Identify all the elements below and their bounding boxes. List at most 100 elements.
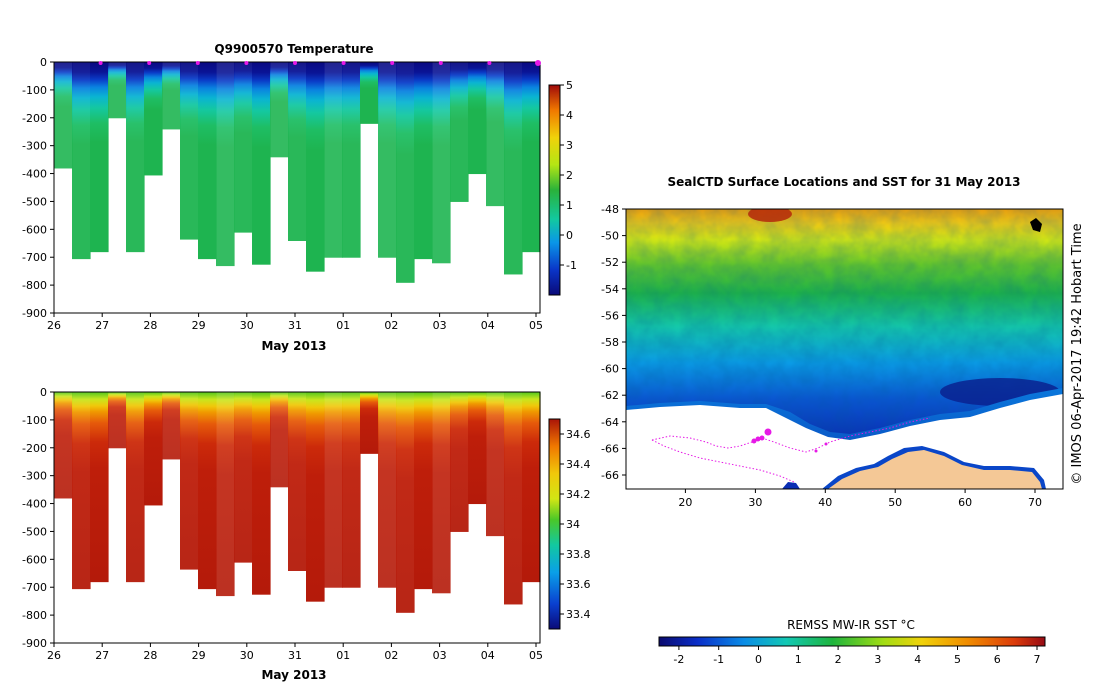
temperature-profile	[306, 62, 325, 272]
sst-field	[626, 209, 1063, 489]
salinity-profile	[270, 392, 289, 488]
temperature-profiles	[54, 62, 541, 283]
map-title: SealCTD Surface Locations and SST for 31…	[667, 175, 1020, 189]
temperature-profile	[522, 62, 541, 253]
map-lat-tick-label: -54	[601, 283, 619, 296]
salinity-panel: 0 -100 -200 -300 -400 -500 -600 -700 -800 -900 26…	[22, 386, 590, 682]
map-lat-tick-label: -52	[601, 256, 619, 269]
temperature-colorbar-tick-label: 3	[566, 139, 573, 152]
salinity-profile	[396, 392, 415, 613]
sst-colorbar-tick-label: 3	[874, 653, 881, 666]
antarctica-land	[828, 450, 1042, 489]
temperature-profile	[252, 62, 271, 265]
map-lon-tick-label: 70	[1028, 496, 1042, 509]
temperature-y-tick-label: -700	[22, 251, 47, 264]
salinity-profile	[522, 392, 541, 583]
map-lat-tick-label: -66	[601, 469, 619, 482]
map-frame	[625, 208, 1064, 490]
temperature-profile	[144, 62, 163, 176]
sst-colorbar-tick-label: -1	[713, 653, 724, 666]
surface-marker	[244, 61, 249, 65]
temperature-profile	[72, 62, 91, 260]
temperature-colorbar-tick-label: 5	[566, 79, 573, 92]
temperature-x-tick-label: 31	[288, 319, 302, 332]
salinity-profile	[486, 392, 505, 537]
salinity-x-tick-label: 03	[433, 649, 447, 662]
salinity-colorbar-tick-label: 33.4	[566, 608, 591, 621]
salinity-x-tick-label: 30	[240, 649, 254, 662]
salinity-colorbar-tick-label: 34.6	[566, 428, 591, 441]
salinity-colorbar-tick-label: 33.8	[566, 548, 591, 561]
temperature-x-tick-label: 04	[481, 319, 495, 332]
salinity-x-tick-label: 31	[288, 649, 302, 662]
temperature-profile	[324, 62, 343, 258]
surface-marker	[195, 61, 200, 65]
temperature-y-tick-label: -200	[22, 112, 47, 125]
sst-colorbar-label: REMSS MW-IR SST °C	[787, 618, 915, 632]
temperature-profile	[288, 62, 307, 241]
salinity-x-tick-label: 29	[192, 649, 206, 662]
temperature-y-tick-label: -300	[22, 140, 47, 153]
temperature-profile	[162, 62, 181, 130]
salinity-colorbar-tick-label: 34.2	[566, 488, 591, 501]
temperature-profile	[126, 62, 145, 253]
surface-marker	[293, 61, 297, 65]
sst-colorbar-tick-label: 6	[994, 653, 1001, 666]
salinity-colorbar: 33.4 33.6 33.8 34 34.2 34.4 34.6	[548, 418, 591, 630]
salinity-x-tick-label: 02	[384, 649, 398, 662]
salinity-x-tick-label: 01	[336, 649, 350, 662]
track-point	[814, 449, 818, 453]
temperature-x-tick-label: 27	[95, 319, 109, 332]
map-lat-tick-label: -50	[601, 230, 619, 243]
salinity-profile	[252, 392, 271, 595]
temperature-x-tick-label: 30	[240, 319, 254, 332]
salinity-y-tick-label: -900	[22, 637, 47, 650]
temperature-profile	[396, 62, 415, 283]
sst-colorbar-tick-label: 1	[795, 653, 802, 666]
temperature-profile	[216, 62, 235, 267]
temperature-profile	[414, 62, 433, 260]
salinity-profile	[306, 392, 325, 602]
temperature-colorbar-tick-label: 0	[566, 229, 573, 242]
map-lon-tick-label: 40	[818, 496, 832, 509]
track-point	[824, 442, 828, 446]
salinity-y-tick-label: -400	[22, 498, 47, 511]
map-lon-tick-label: 50	[888, 496, 902, 509]
salinity-profile	[162, 392, 181, 460]
track-point	[759, 435, 765, 441]
temperature-y-axis: 0 -100 -200 -300 -400 -500 -600 -700 -800 -900	[22, 56, 54, 320]
temperature-colorbar-tick-label: 4	[566, 109, 573, 122]
temperature-x-tick-label: 28	[143, 319, 157, 332]
temperature-profile	[90, 62, 109, 253]
temperature-profile	[342, 62, 361, 258]
temperature-x-tick-label: 01	[336, 319, 350, 332]
salinity-xlabel: May 2013	[261, 668, 326, 682]
surface-marker	[438, 61, 443, 65]
map-lon-tick-label: 30	[748, 496, 762, 509]
sst-colorbar: -2 -1 0 1 2 3 4 5 6 7	[658, 636, 1046, 666]
salinity-x-tick-label: 27	[95, 649, 109, 662]
sst-colorbar-tick-label: 4	[914, 653, 921, 666]
track-point	[751, 438, 757, 444]
salinity-colorbar-fill	[548, 418, 561, 630]
salinity-x-tick-label: 04	[481, 649, 495, 662]
salinity-profile	[54, 392, 73, 499]
temperature-y-tick-label: -100	[22, 84, 47, 97]
salinity-profiles	[54, 392, 541, 613]
map-lat-tick-label: -60	[601, 363, 619, 376]
salinity-profile	[108, 392, 127, 449]
temperature-y-tick-label: -600	[22, 223, 47, 236]
salinity-colorbar-tick-label: 34.4	[566, 458, 591, 471]
small-island	[1030, 218, 1042, 232]
temperature-profile	[198, 62, 217, 260]
salinity-y-tick-label: -600	[22, 553, 47, 566]
temperature-colorbar-tick-label: 1	[566, 199, 573, 212]
map-lat-tick-label: -64	[601, 416, 619, 429]
temperature-profile	[360, 62, 379, 124]
salinity-y-tick-label: 0	[40, 386, 47, 399]
copyright-credit: © IMOS 06-Apr-2017 19:42 Hobart Time	[1070, 223, 1085, 484]
temperature-profile	[108, 62, 127, 119]
map-lat-tick-label: -62	[601, 389, 619, 402]
salinity-y-tick-label: -100	[22, 414, 47, 427]
